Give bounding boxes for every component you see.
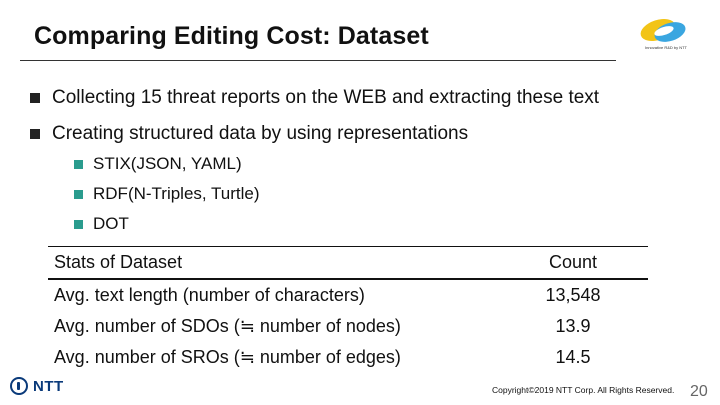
square-bullet-icon — [74, 159, 83, 169]
square-bullet-icon — [30, 129, 40, 139]
square-bullet-icon — [74, 219, 83, 229]
ntt-mark-icon — [10, 377, 28, 395]
table-header-row: Stats of Dataset Count — [48, 246, 648, 280]
stat-value: 13,548 — [545, 285, 601, 305]
stat-label: Avg. number of SROs (≒ number of edges) — [54, 347, 401, 367]
stat-value: 13.9 — [555, 316, 591, 336]
title-divider — [20, 60, 616, 61]
copyright-text: Copyright©2019 NTT Corp. All Rights Rese… — [492, 385, 675, 395]
sub-bullet-text: RDF(N-Triples, Turtle) — [93, 184, 260, 203]
square-bullet-icon — [30, 93, 40, 103]
table-row: Avg. text length (number of characters) … — [48, 279, 648, 311]
table-row: Avg. number of SDOs (≒ number of nodes) … — [48, 311, 648, 342]
stat-label: Avg. text length (number of characters) — [54, 285, 365, 305]
bullet-item: Collecting 15 threat reports on the WEB … — [30, 87, 599, 109]
column-header-stats: Stats of Dataset — [48, 246, 478, 280]
stat-label: Avg. number of SDOs (≒ number of nodes) — [54, 316, 401, 336]
slide-title: Comparing Editing Cost: Dataset — [34, 22, 429, 50]
dataset-stats-table: Stats of Dataset Count Avg. text length … — [48, 246, 648, 373]
bullet-item: Creating structured data by using repres… — [30, 123, 468, 145]
sub-bullet-item: DOT — [74, 214, 129, 234]
sub-bullet-item: RDF(N-Triples, Turtle) — [74, 184, 260, 204]
square-bullet-icon — [74, 189, 83, 199]
innovative-rd-logo — [640, 18, 686, 42]
column-header-count: Count — [498, 246, 648, 280]
sub-bullet-text: DOT — [93, 214, 129, 233]
stat-value: 14.5 — [555, 347, 591, 367]
bullet-text: Creating structured data by using repres… — [52, 123, 469, 144]
logo-caption: Innovative R&D by NTT — [644, 45, 687, 50]
page-number: 20 — [690, 383, 708, 400]
ntt-logo-text: NTT — [33, 377, 64, 395]
sub-bullet-text: STIX(JSON, YAML) — [93, 154, 242, 173]
table-row: Avg. number of SROs (≒ number of edges) … — [48, 342, 648, 373]
bullet-text: Collecting 15 threat reports on the WEB … — [52, 87, 600, 108]
sub-bullet-item: STIX(JSON, YAML) — [74, 154, 242, 174]
ntt-logo: NTT — [10, 377, 64, 395]
